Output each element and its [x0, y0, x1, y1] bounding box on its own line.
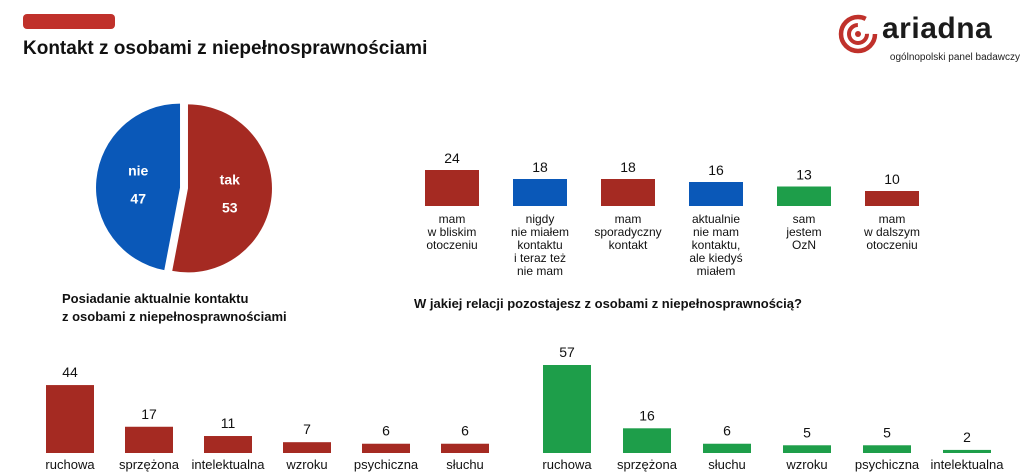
red-type-label-3: wzroku [285, 457, 327, 472]
relation-value-1: 18 [532, 159, 548, 175]
relation-bar-0 [425, 170, 479, 206]
logo-tagline: ogólnopolski panel badawczy [889, 52, 1020, 63]
pie-label-nie: nie [128, 163, 148, 179]
pie-caption-line-1: Posiadanie aktualnie kontaktu [62, 291, 249, 306]
pie-caption: Posiadanie aktualnie kontaktu z osobami … [62, 290, 287, 326]
pie-label-tak: tak [220, 171, 240, 187]
header-accent-bar [23, 14, 115, 29]
green-type-bar-3 [783, 445, 831, 453]
relation-label-4: sam jestem OzN [785, 212, 821, 252]
red-type-label-4: psychiczna [354, 457, 419, 472]
green-type-value-0: 57 [559, 344, 575, 360]
red-type-bar-2 [204, 436, 252, 453]
pie-value-nie: 47 [130, 191, 146, 207]
relation-value-0: 24 [444, 150, 460, 166]
green-type-label-2: słuchu [708, 457, 746, 472]
green-type-bar-4 [863, 445, 911, 453]
relation-value-5: 10 [884, 171, 900, 187]
green-type-value-4: 5 [883, 424, 891, 440]
logo-wordmark: ariadna [882, 12, 993, 45]
red-type-value-0: 44 [62, 364, 78, 380]
pie-slice-tak [172, 104, 272, 273]
relation-bar-1 [513, 179, 567, 206]
green-type-bar-5 [943, 449, 991, 453]
green-type-bar-0 [543, 365, 591, 453]
relation-bar-3 [689, 182, 743, 206]
green-type-value-5: 2 [963, 429, 971, 445]
red-type-label-0: ruchowa [45, 457, 95, 472]
green-type-bar-1 [623, 428, 671, 453]
red-type-label-2: intelektualna [192, 457, 266, 472]
relation-label-5: mam w dalszym otoczeniu [863, 212, 920, 252]
red-type-bar-1 [125, 426, 173, 453]
green-type-value-1: 16 [639, 407, 655, 423]
relation-value-4: 13 [796, 167, 812, 183]
green-type-value-3: 5 [803, 424, 811, 440]
green-type-label-3: wzroku [785, 457, 827, 472]
pie-slice-nie [96, 103, 181, 271]
relation-value-3: 16 [708, 162, 724, 178]
red-type-value-1: 17 [141, 406, 157, 422]
relation-caption: W jakiej relacji pozostajesz z osobami z… [414, 296, 802, 311]
spiral-logo-icon [838, 14, 878, 54]
green-type-label-0: ruchowa [542, 457, 592, 472]
red-type-bar-5 [441, 443, 489, 453]
green-type-value-2: 6 [723, 423, 731, 439]
page-title: Kontakt z osobami z niepełnosprawnościam… [23, 38, 428, 59]
relation-value-2: 18 [620, 159, 636, 175]
relation-bar-4 [777, 186, 831, 206]
green-type-label-1: sprzężona [617, 457, 678, 472]
relation-label-1: nigdy nie miałem kontaktu i teraz też nie ma… [511, 212, 569, 278]
red-type-bar-3 [283, 442, 331, 453]
green-type-label-4: psychiczna [855, 457, 920, 472]
pie-value-tak: 53 [222, 199, 238, 215]
relation-label-0: mam w bliskim otoczeniu [426, 212, 477, 252]
red-type-label-5: słuchu [446, 457, 484, 472]
ariadna-logo: ariadna ogólnopolski panel badawczy [838, 12, 1020, 68]
green-type-bar-2 [703, 443, 751, 453]
relation-label-3: aktualnie nie mam kontaktu, ale kiedyś miałe… [689, 212, 742, 278]
red-type-value-5: 6 [461, 423, 469, 439]
relation-bar-2 [601, 179, 655, 206]
red-type-bar-4 [362, 443, 410, 453]
red-type-value-4: 6 [382, 423, 390, 439]
red-type-bar-0 [46, 385, 94, 453]
green-type-label-5: intelektualna [931, 457, 1005, 472]
pie-caption-line-2: z osobami z niepełnosprawnościami [62, 309, 287, 324]
relation-bar-5 [865, 191, 919, 206]
relation-label-2: mam sporadyczny kontakt [594, 212, 661, 252]
red-type-value-3: 7 [303, 421, 311, 437]
red-type-label-1: sprzężona [119, 457, 180, 472]
red-type-value-2: 11 [221, 415, 236, 431]
